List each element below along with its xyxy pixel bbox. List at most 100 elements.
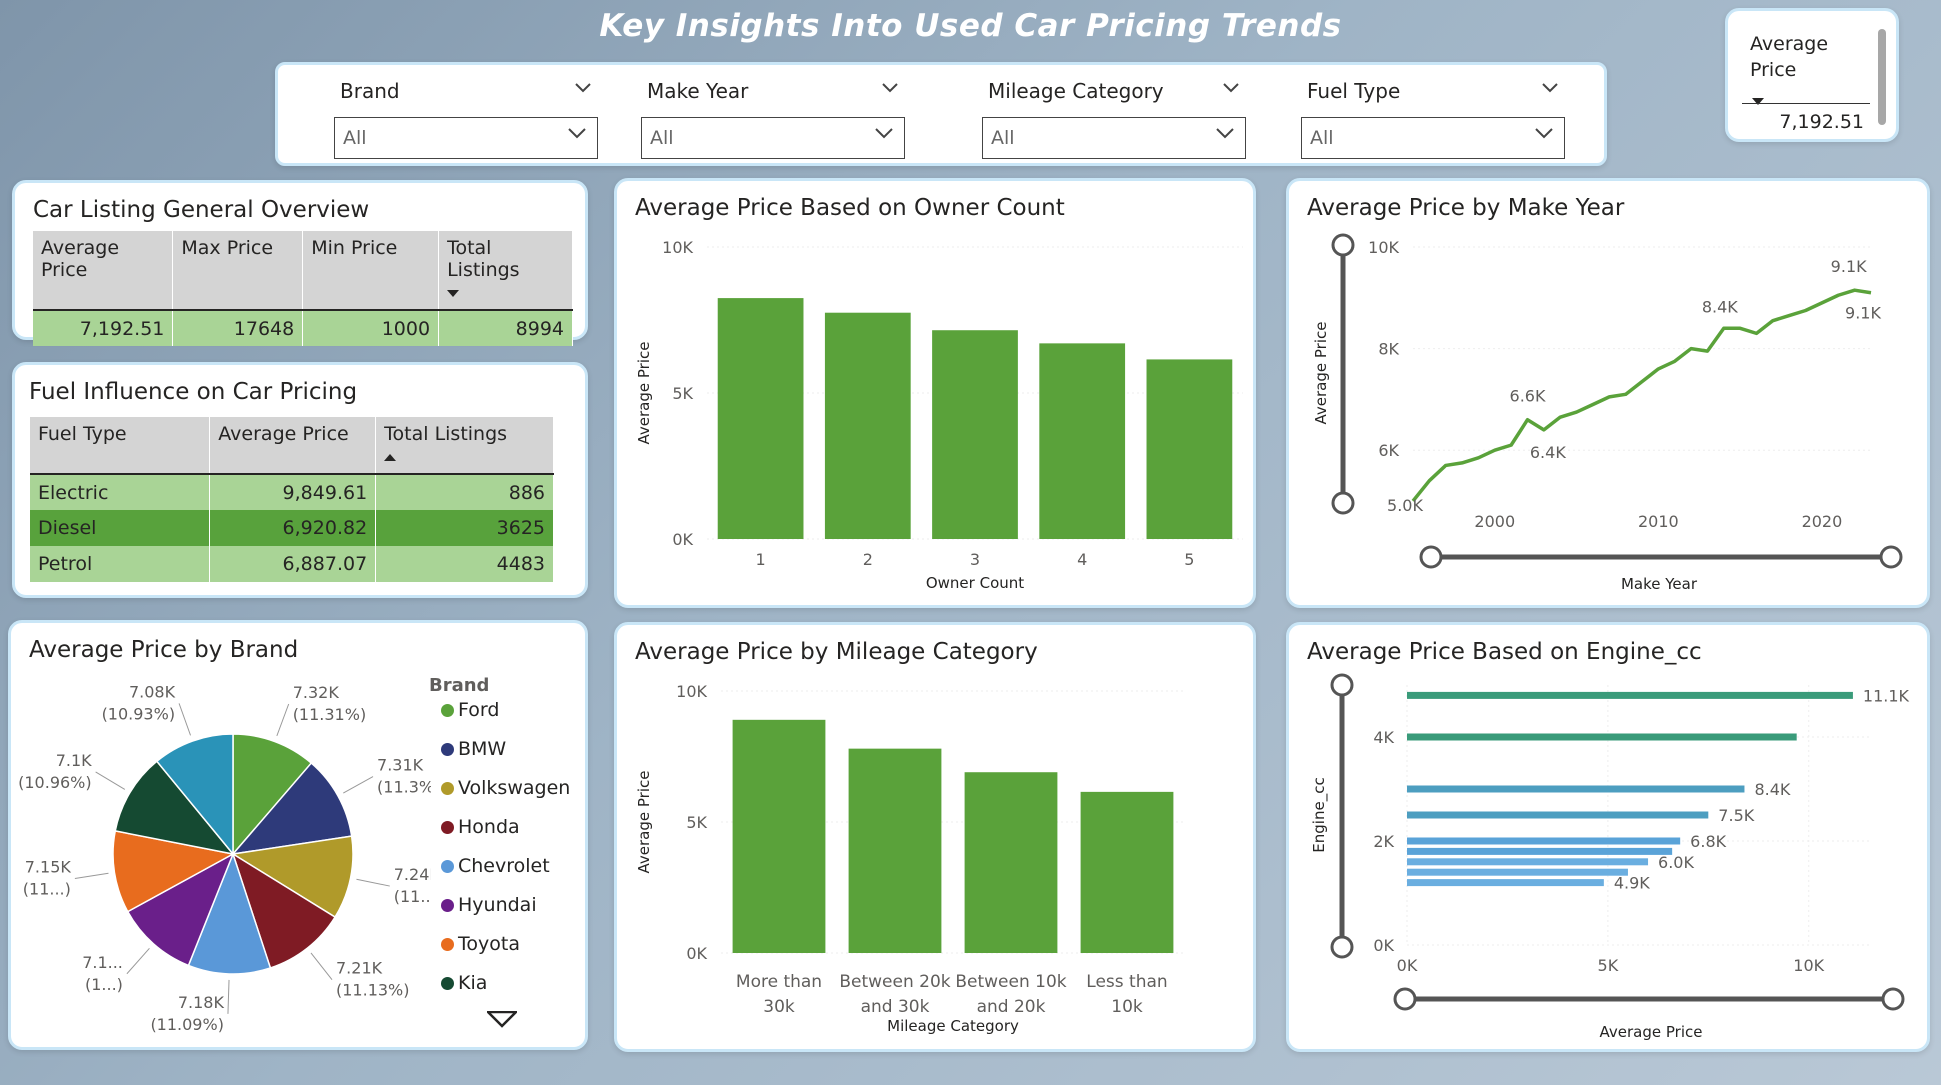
y-slider-handle (1330, 935, 1354, 959)
bar (1407, 811, 1709, 819)
y-tick-label: 10K (676, 682, 707, 701)
legend-item[interactable]: BMW (441, 738, 506, 760)
mileage-category-slicer-label: Mileage Category (988, 79, 1164, 103)
bar (932, 330, 1018, 539)
fuel-table: Fuel Type Average Price Total Listings E… (30, 417, 554, 582)
y-axis-title: Engine_cc (1310, 777, 1329, 852)
owner-chart-title: Average Price Based on Owner Count (635, 195, 1065, 221)
legend-item[interactable]: Toyota (441, 933, 520, 955)
legend-item[interactable]: Chevrolet (441, 855, 550, 877)
fuel-type-slicer[interactable]: Fuel Type All (1301, 73, 1565, 163)
data-label: 5.0K (1387, 496, 1423, 515)
chevron-down-icon[interactable] (574, 79, 592, 98)
kpi-divider (1742, 103, 1870, 104)
leader-line (276, 703, 290, 737)
legend-item[interactable]: Hyundai (441, 894, 537, 916)
pie-slice (112, 830, 236, 913)
make-year-chart-card: Average Price by Make Year 6K 8K 10K 2000 20… (1286, 178, 1930, 608)
col-average-price[interactable]: Average Price (33, 231, 174, 310)
pie-slice (230, 835, 354, 919)
data-label: 7.1... (82, 953, 123, 972)
x-tick-label: 2000 (1474, 512, 1515, 531)
brand-dropdown[interactable]: All (334, 117, 598, 159)
pie-slice (187, 851, 272, 975)
cell-fuel-type: Electric (30, 474, 211, 510)
engine-cc-chart: 0K 5K 10K 0K 2K 4K 11.1K 8.4K7.5K 6.8K 6.0K 4.9K Av… (1310, 673, 1910, 1041)
mileage-category-slicer[interactable]: Mileage Category All (982, 73, 1246, 163)
chevron-down-icon[interactable] (1222, 79, 1240, 98)
x-axis-title: Mileage Category (887, 1017, 1019, 1035)
x-slider-handle (1879, 545, 1903, 569)
bar (1146, 359, 1233, 539)
x-tick-label: Between 20k (839, 972, 950, 992)
col-total-listings[interactable]: Total Listings (438, 231, 573, 310)
legend-label: Hyundai (458, 894, 537, 916)
leader-line (310, 952, 333, 980)
legend-item[interactable]: Ford (441, 699, 499, 721)
make-year-chart: 6K 8K 10K 2000 2010 2020 5.0K 6.6K 6.4K 8.4K 9.1K 9… (1312, 233, 1903, 593)
data-label: (11...) (23, 879, 71, 898)
scrollbar[interactable] (1878, 29, 1886, 125)
col-max-price[interactable]: Max Price (172, 231, 304, 310)
x-tick-label: 2 (863, 550, 873, 569)
legend-color-swatch (441, 860, 454, 873)
x-tick-label: 3 (970, 550, 980, 569)
col-total-listings[interactable]: Total Listings (375, 417, 554, 474)
brand-slicer[interactable]: Brand All (334, 73, 598, 163)
kpi-label-line2: Price (1750, 59, 1797, 81)
chevron-down-icon[interactable] (881, 79, 899, 98)
x-tick-label: 2010 (1638, 512, 1679, 531)
col-total-listings-label: Total Listings (447, 237, 520, 281)
cell-average-price: 6,887.07 (209, 546, 377, 582)
legend-item[interactable]: Kia (441, 972, 487, 994)
legend-scroll-down-icon[interactable] (484, 1010, 520, 1033)
col-min-price[interactable]: Min Price (302, 231, 440, 310)
data-label: 9.1K (1845, 304, 1881, 323)
legend-item[interactable]: Volkswagen (441, 777, 570, 799)
data-label: (10.96%) (18, 773, 92, 792)
mileage-chart-title: Average Price by Mileage Category (635, 639, 1038, 665)
cell-fuel-type: Diesel (30, 510, 211, 546)
make-year-slicer[interactable]: Make Year All (641, 73, 905, 163)
col-fuel-type[interactable]: Fuel Type (30, 417, 211, 474)
y-tick-label: 10K (662, 238, 693, 257)
data-label: (11.09%) (150, 1015, 224, 1034)
y-tick-label: 0K (672, 530, 693, 549)
engine-chart-title: Average Price Based on Engine_cc (1307, 639, 1702, 665)
pie-slice (231, 762, 353, 856)
x-axis-title: Owner Count (926, 574, 1024, 592)
fuel-influence-title: Fuel Influence on Car Pricing (29, 379, 358, 405)
year-chart-title: Average Price by Make Year (1307, 195, 1625, 221)
make-year-dropdown[interactable]: All (641, 117, 905, 159)
legend-item[interactable]: Honda (441, 816, 520, 838)
line-series (1411, 288, 1872, 503)
x-tick-label: 1 (756, 550, 766, 569)
chevron-down-icon (1215, 126, 1235, 140)
data-label: 11.1K (1863, 686, 1910, 705)
bar (1407, 847, 1673, 855)
x-tick-label: Less than (1086, 972, 1167, 992)
legend-color-swatch (441, 743, 454, 756)
sort-desc-icon[interactable] (1752, 91, 1764, 110)
kpi-average-price-card: Average Price 7,192.51 (1725, 8, 1899, 142)
bar (1407, 879, 1604, 887)
data-label: 7.24K (394, 865, 431, 884)
cell-max-price: 17648 (172, 310, 304, 346)
table-header-row: Average Price Max Price Min Price Total … (33, 231, 573, 310)
overview-table: Average Price Max Price Min Price Total … (33, 231, 573, 346)
fuel-type-dropdown[interactable]: All (1301, 117, 1565, 159)
leader-line (343, 776, 374, 794)
overview-title: Car Listing General Overview (33, 197, 370, 223)
y-tick-label: 0K (1373, 936, 1394, 955)
x-tick-label: Between 10k (955, 972, 1066, 992)
data-label: 9.1K (1831, 257, 1867, 276)
chevron-down-icon[interactable] (1541, 79, 1559, 98)
bar (1407, 837, 1681, 845)
legend-label: Ford (458, 699, 500, 721)
cell-total-listings: 8994 (438, 310, 573, 346)
brand-slicer-label: Brand (340, 79, 400, 103)
owner-count-chart-card: Average Price Based on Owner Count 0K 5K 1… (614, 178, 1256, 608)
mileage-category-dropdown[interactable]: All (982, 117, 1246, 159)
engine-chart-card: Average Price Based on Engine_cc 0K 5K 10K… (1286, 622, 1930, 1052)
col-average-price[interactable]: Average Price (209, 417, 377, 474)
